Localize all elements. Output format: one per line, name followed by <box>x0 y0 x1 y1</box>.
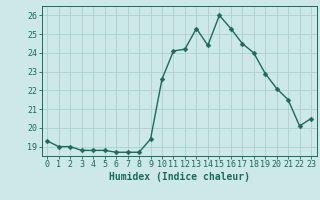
X-axis label: Humidex (Indice chaleur): Humidex (Indice chaleur) <box>109 172 250 182</box>
